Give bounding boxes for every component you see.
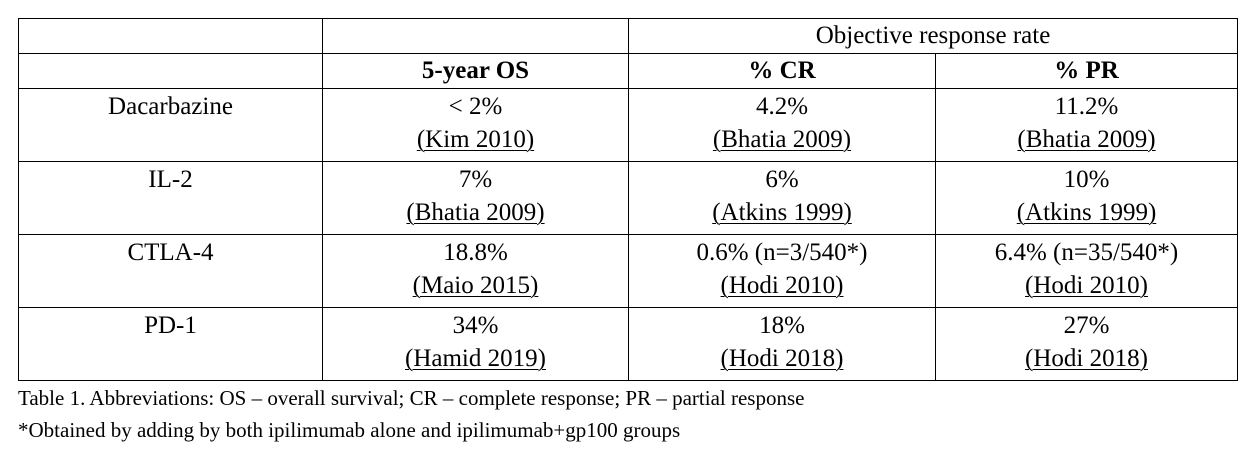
source-link: (Hodi 2018)	[1025, 345, 1148, 372]
source-link: (Bhatia 2009)	[712, 126, 852, 153]
row: IL-2 7% (Bhatia 2009) 6% (Atkins 1999) 10% (At…	[18, 161, 1238, 235]
empty-cell	[18, 18, 323, 54]
cell-value: 27%	[1063, 312, 1110, 339]
empty-cell	[18, 53, 323, 89]
cell: 11.2% (Bhatia 2009)	[935, 88, 1238, 162]
source-link: (Hodi 2010)	[720, 272, 844, 299]
cell-value: 6.4% (n=35/540*)	[994, 239, 1179, 266]
row: CTLA-4 18.8% (Maio 2015) 0.6% (n=3/540*) (Ho…	[18, 234, 1238, 308]
table-body: Objective response rate 5-year OS% CR% P…	[18, 18, 1238, 381]
source-link: (Atkins 1999)	[712, 199, 852, 226]
cell-source: (Hodi 2018)	[940, 342, 1233, 375]
cell: 18.8% (Maio 2015)	[322, 234, 629, 308]
row-label: IL-2	[18, 161, 323, 235]
source-link: (Atkins 1999)	[1016, 199, 1157, 226]
caption-line: *Obtained by adding by both ipilimumab a…	[18, 418, 681, 442]
cell-source: (Atkins 1999)	[633, 196, 931, 229]
cell: < 2% (Kim 2010)	[322, 88, 629, 162]
column-header: % CR	[628, 53, 936, 89]
cell-source: (Hodi 2010)	[633, 269, 931, 302]
cell: 18% (Hodi 2018)	[628, 307, 936, 381]
source-link: (Bhatia 2009)	[1017, 126, 1156, 153]
cell-value: 18%	[759, 312, 805, 339]
cell-source: (Bhatia 2009)	[327, 196, 624, 229]
header-row: 5-year OS% CR% PR	[18, 53, 1238, 89]
cell: 0.6% (n=3/540*) (Hodi 2010)	[628, 234, 936, 308]
cell-value: < 2%	[448, 93, 503, 120]
cell-source: (Hamid 2019)	[327, 342, 624, 375]
cell-value: 6%	[765, 166, 799, 193]
cell: 6% (Atkins 1999)	[628, 161, 936, 235]
cell: 6.4% (n=35/540*) (Hodi 2010)	[935, 234, 1238, 308]
document: Objective response rate 5-year OS% CR% P…	[18, 18, 1238, 445]
cell: 4.2% (Bhatia 2009)	[628, 88, 936, 162]
column-header: 5-year OS	[322, 53, 629, 89]
row-label: PD-1	[18, 307, 323, 381]
cell-source: (Bhatia 2009)	[633, 123, 931, 156]
row-label: CTLA-4	[18, 234, 323, 308]
group-header: Objective response rate	[628, 18, 1238, 54]
cell-value: 0.6% (n=3/540*)	[696, 239, 868, 266]
column-header: % PR	[935, 53, 1238, 89]
row: PD-1 34% (Hamid 2019) 18% (Hodi 2018) 27% (Hod…	[18, 307, 1238, 381]
source-link: (Hodi 2010)	[1025, 272, 1148, 299]
cell-value: 7%	[458, 166, 493, 193]
cell-source: (Atkins 1999)	[940, 196, 1233, 229]
source-link: (Kim 2010)	[416, 126, 535, 153]
cell-value: 10%	[1063, 166, 1110, 193]
cell: 10% (Atkins 1999)	[935, 161, 1238, 235]
cell-value: 34%	[452, 312, 499, 339]
cell: 27% (Hodi 2018)	[935, 307, 1238, 381]
cell-source: (Kim 2010)	[327, 123, 624, 156]
cell-value: 18.8%	[443, 239, 508, 266]
cell-source: (Hodi 2018)	[633, 342, 931, 375]
cell-value: 11.2%	[1054, 93, 1119, 120]
caption-line: Table 1. Abbreviations: OS – overall sur…	[18, 386, 805, 410]
cell: 7% (Bhatia 2009)	[322, 161, 629, 235]
source-link: (Bhatia 2009)	[406, 199, 545, 226]
source-link: (Hodi 2018)	[720, 345, 844, 372]
cell: 34% (Hamid 2019)	[322, 307, 629, 381]
cell-source: (Bhatia 2009)	[940, 123, 1233, 156]
caption: Table 1. Abbreviations: OS – overall sur…	[18, 383, 1238, 445]
header-row: Objective response rate	[18, 18, 1238, 54]
row-label: Dacarbazine	[18, 88, 323, 162]
cell-source: (Maio 2015)	[327, 269, 624, 302]
row: Dacarbazine < 2% (Kim 2010) 4.2% (Bhatia 200…	[18, 88, 1238, 162]
source-link: (Hamid 2019)	[405, 345, 546, 372]
empty-cell	[322, 18, 629, 54]
cell-source: (Hodi 2010)	[940, 269, 1233, 302]
table: Objective response rate 5-year OS% CR% P…	[18, 18, 1238, 381]
source-link: (Maio 2015)	[412, 272, 539, 299]
cell-value: 4.2%	[755, 93, 809, 120]
